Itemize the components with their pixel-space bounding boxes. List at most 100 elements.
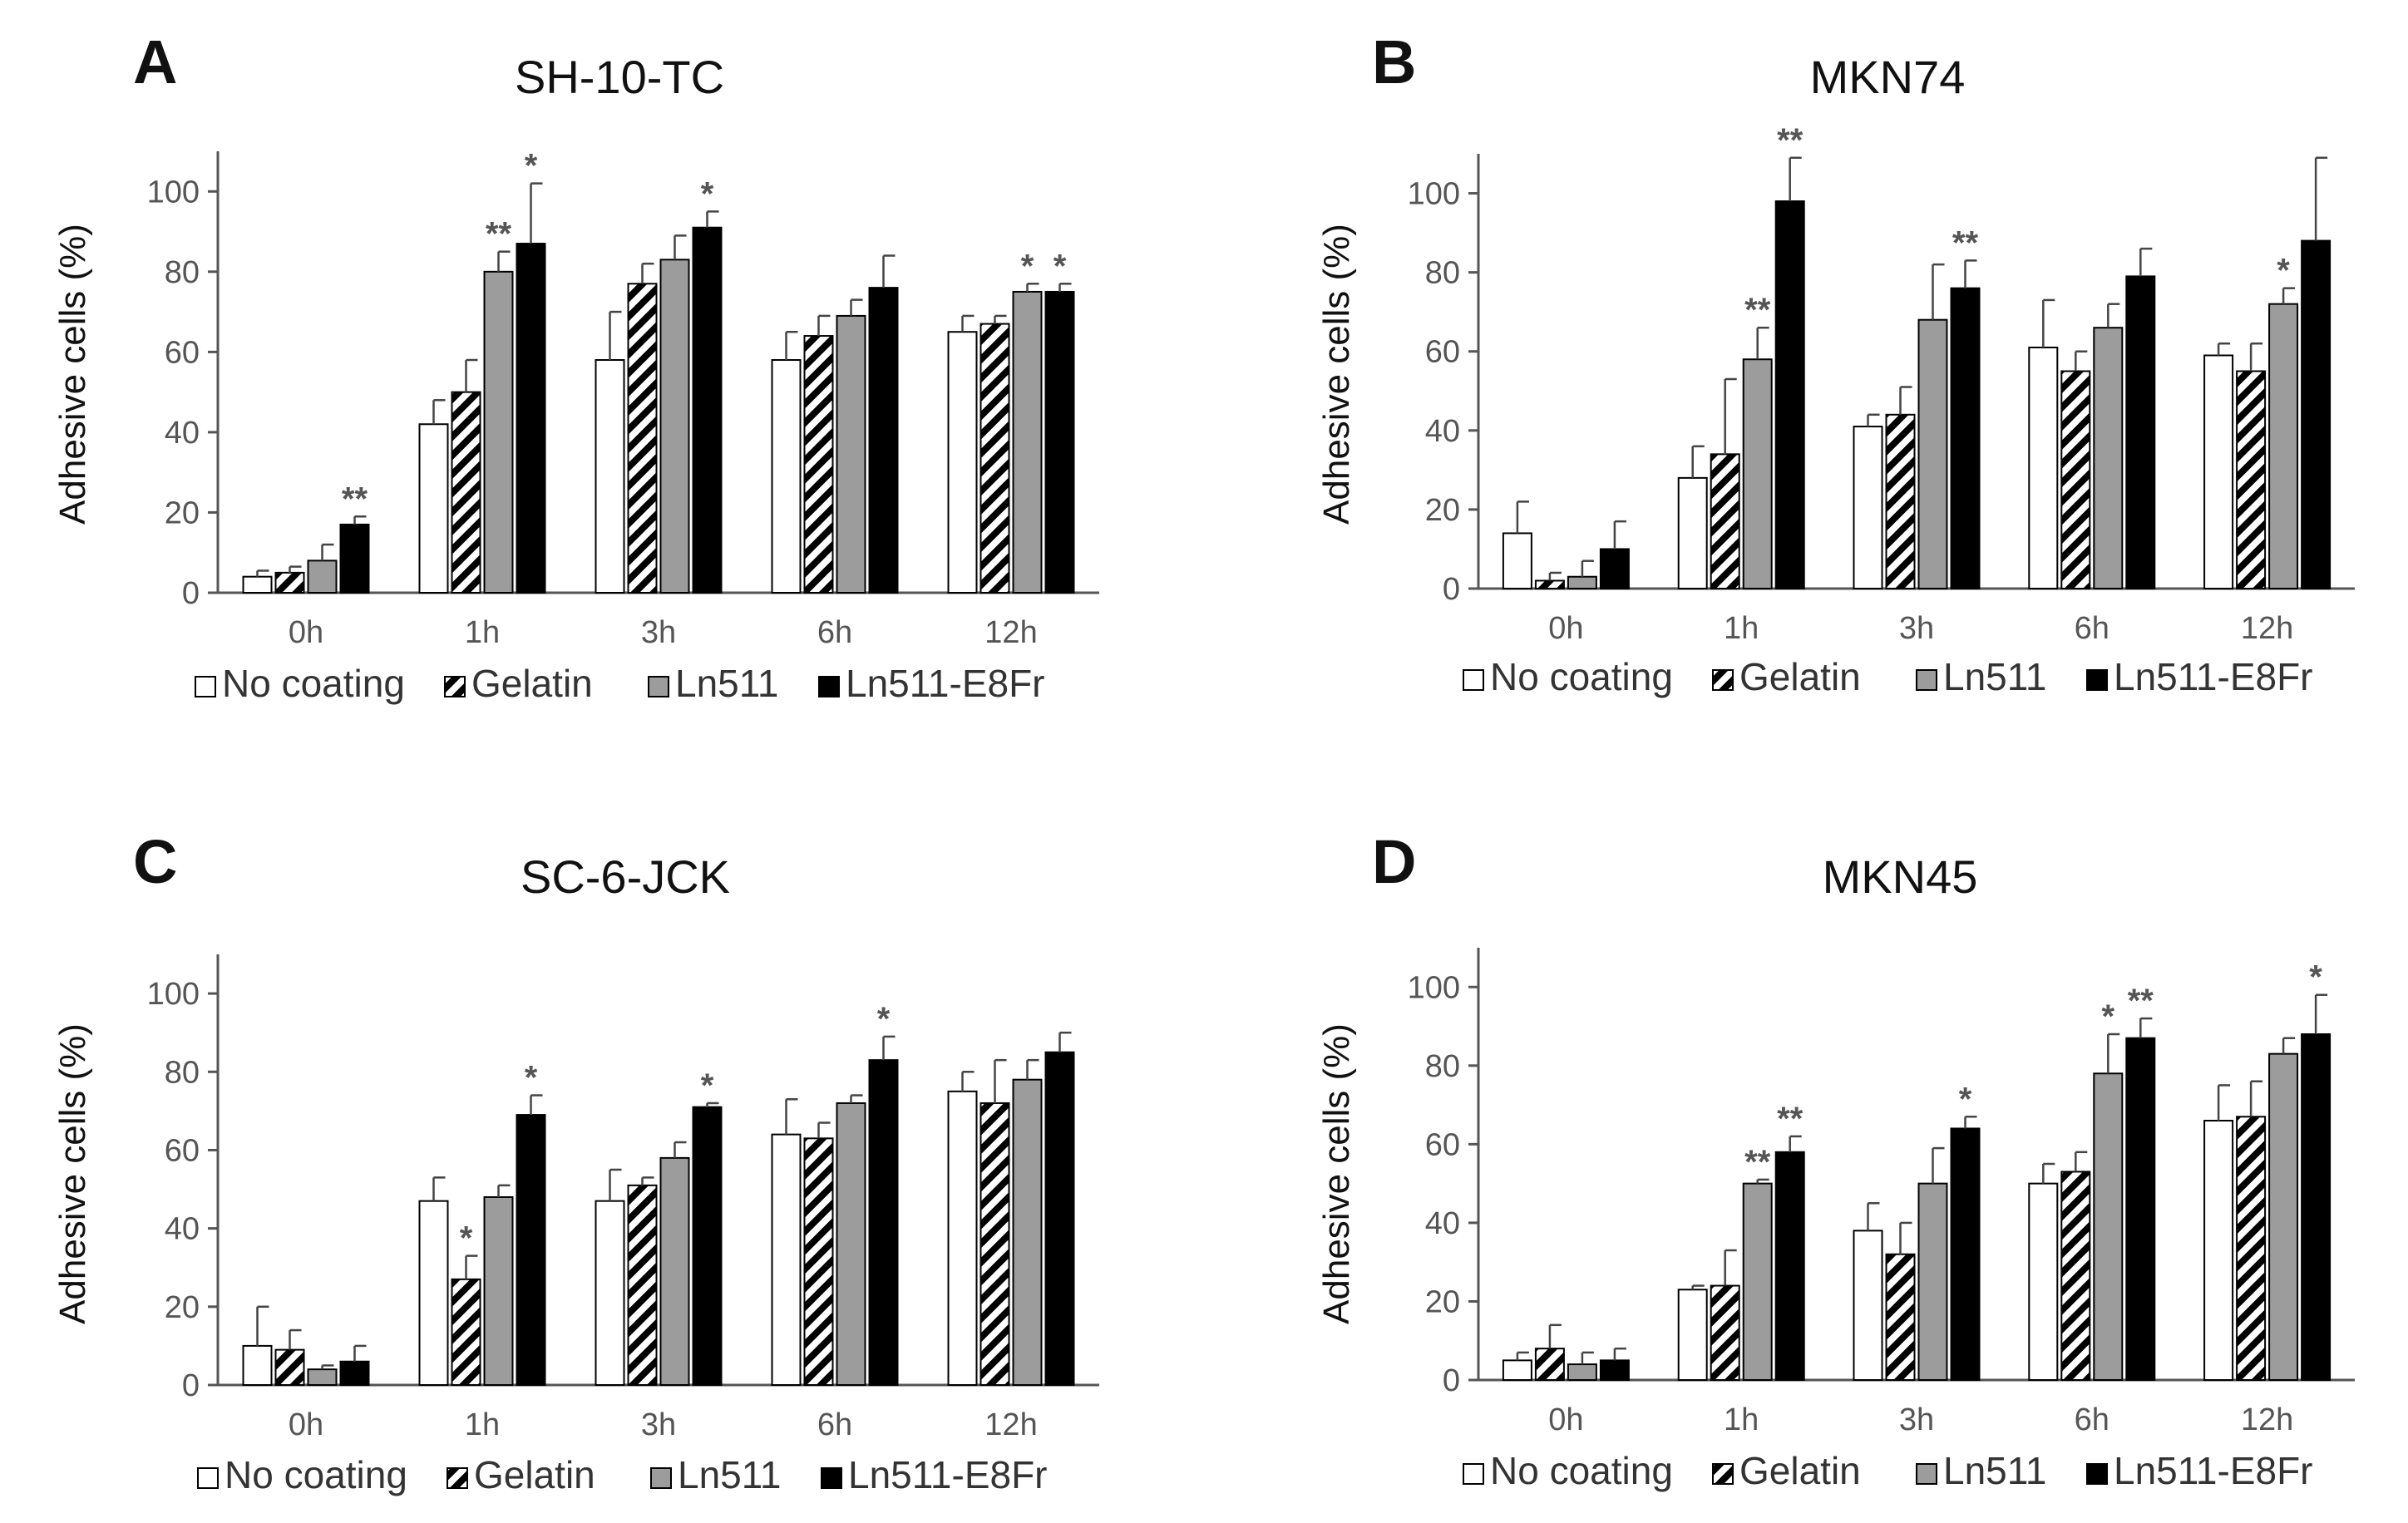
legend: No coating Gelatin Ln511 Ln511-E8Fr [197, 1453, 1048, 1496]
x-tick-label: 1h [1724, 1402, 1759, 1437]
bar-ln511-e8fr [1774, 200, 1805, 590]
panel-letter: C [133, 827, 177, 896]
y-tick-label: 100 [147, 175, 200, 209]
bar-no-coating [2203, 354, 2234, 589]
legend: No coating Gelatin Ln511 Ln511-E8Fr [1463, 655, 2313, 698]
significance-marker: * [2102, 998, 2115, 1035]
x-tick-label: 3h [641, 1407, 676, 1442]
significance-marker: * [701, 175, 714, 212]
y-tick-label: 80 [1425, 1049, 1460, 1084]
bar-ln511 [659, 1156, 690, 1386]
bar-gelatin [979, 1102, 1010, 1386]
bar-gelatin [1885, 413, 1916, 589]
bar-ln511-e8fr [516, 1114, 546, 1387]
bar-gelatin [274, 1348, 305, 1386]
bar-ln511 [1012, 290, 1043, 594]
bar-gelatin [1710, 1284, 1740, 1381]
significance-marker: * [877, 1001, 891, 1038]
bar-ln511 [483, 1195, 514, 1386]
y-axis-label: Adhesive cells (%) [52, 1023, 93, 1324]
legend-swatch-ln511-e8fr [821, 1467, 842, 1489]
y-axis-label: Adhesive cells (%) [1316, 224, 1357, 525]
x-tick-label: 1h [465, 1407, 500, 1442]
bar-no-coating [771, 359, 802, 594]
panel-letter: B [1372, 27, 1416, 96]
bar-ln511 [836, 314, 866, 594]
y-tick-label: 0 [1443, 1363, 1460, 1398]
y-tick-label: 60 [165, 335, 200, 370]
significance-marker: ** [2128, 983, 2154, 1019]
legend-swatch-ln511 [1916, 669, 1937, 691]
bar-no-coating [1853, 1230, 1883, 1382]
panel-b: B MKN74 Adhesive cells (%) 0204060801000… [1316, 27, 2355, 698]
significance-marker: * [1959, 1081, 1972, 1117]
bar-gelatin [1885, 1253, 1916, 1382]
bar-ln511-e8fr [1044, 290, 1075, 594]
legend-label-gelatin: Gelatin [1739, 1449, 1861, 1492]
legend-swatch-no-coating [1463, 669, 1484, 691]
legend-label-ln511: Ln511 [678, 1453, 782, 1496]
significance-marker: * [460, 1220, 473, 1257]
y-axis-label: Adhesive cells (%) [1316, 1023, 1357, 1324]
bar-no-coating [1502, 532, 1532, 589]
bar-ln511-e8fr [2125, 275, 2156, 589]
legend-swatch-no-coating [1463, 1463, 1484, 1485]
legend-label-no-coating: No coating [1490, 655, 1673, 698]
legend-swatch-ln511 [1916, 1463, 1937, 1485]
x-tick-label: 6h [817, 1407, 852, 1442]
bar-ln511-e8fr [339, 1360, 370, 1387]
y-tick-label: 20 [165, 495, 200, 530]
bar-gelatin [1710, 453, 1740, 589]
y-tick-label: 40 [1425, 1206, 1460, 1241]
y-axis-label: Adhesive cells (%) [52, 224, 93, 525]
bar-gelatin [627, 283, 658, 594]
bar-ln511 [1742, 1182, 1773, 1381]
significance-marker: * [1021, 248, 1034, 284]
legend-label-ln511: Ln511 [1943, 1449, 2047, 1492]
x-tick-label: 6h [2075, 1402, 2109, 1437]
bar-ln511 [1742, 358, 1773, 589]
significance-marker: ** [342, 481, 368, 517]
y-tick-label: 60 [165, 1133, 200, 1168]
bar-ln511 [2268, 303, 2299, 589]
legend-label-ln511-e8fr: Ln511-E8Fr [2114, 655, 2313, 698]
bar-ln511 [1917, 318, 1948, 589]
bar-no-coating [1677, 476, 1708, 590]
bar-ln511 [483, 270, 514, 594]
bar-no-coating [771, 1133, 802, 1386]
significance-marker: ** [1777, 122, 1804, 159]
bar-ln511 [836, 1102, 866, 1386]
y-tick-label: 0 [182, 1368, 200, 1403]
bar-ln511-e8fr [2125, 1037, 2156, 1382]
legend-swatch-gelatin [1712, 1463, 1734, 1485]
significance-marker: * [1054, 248, 1067, 284]
bar-ln511 [307, 1368, 338, 1387]
bar-no-coating [947, 1090, 978, 1387]
significance-marker: * [701, 1067, 714, 1104]
x-tick-label: 12h [984, 615, 1037, 650]
legend-swatch-ln511-e8fr [2086, 1463, 2108, 1485]
legend-label-gelatin: Gelatin [1739, 655, 1861, 698]
bar-no-coating [595, 1200, 625, 1386]
bar-gelatin [803, 1137, 834, 1386]
y-tick-label: 60 [1425, 335, 1460, 370]
x-tick-label: 1h [465, 615, 500, 650]
bar-no-coating [947, 331, 978, 594]
x-tick-label: 12h [2241, 611, 2293, 646]
legend: No coating Gelatin Ln511 Ln511-E8Fr [195, 662, 1045, 705]
y-tick-label: 0 [182, 576, 200, 611]
bar-no-coating [2028, 1182, 2059, 1381]
x-tick-label: 0h [289, 1407, 323, 1442]
bar-ln511 [2268, 1052, 2299, 1381]
bar-gelatin [1534, 579, 1565, 589]
legend-swatch-ln511-e8fr [818, 676, 840, 697]
bar-gelatin [979, 323, 1010, 594]
y-tick-label: 100 [1408, 970, 1460, 1005]
bar-ln511 [2093, 1072, 2124, 1381]
x-tick-label: 3h [641, 615, 676, 650]
legend-label-gelatin: Gelatin [474, 1453, 595, 1496]
bar-no-coating [1853, 426, 1883, 590]
significance-marker: ** [1744, 292, 1771, 328]
significance-marker: * [525, 1060, 538, 1097]
x-tick-label: 12h [2241, 1402, 2293, 1437]
